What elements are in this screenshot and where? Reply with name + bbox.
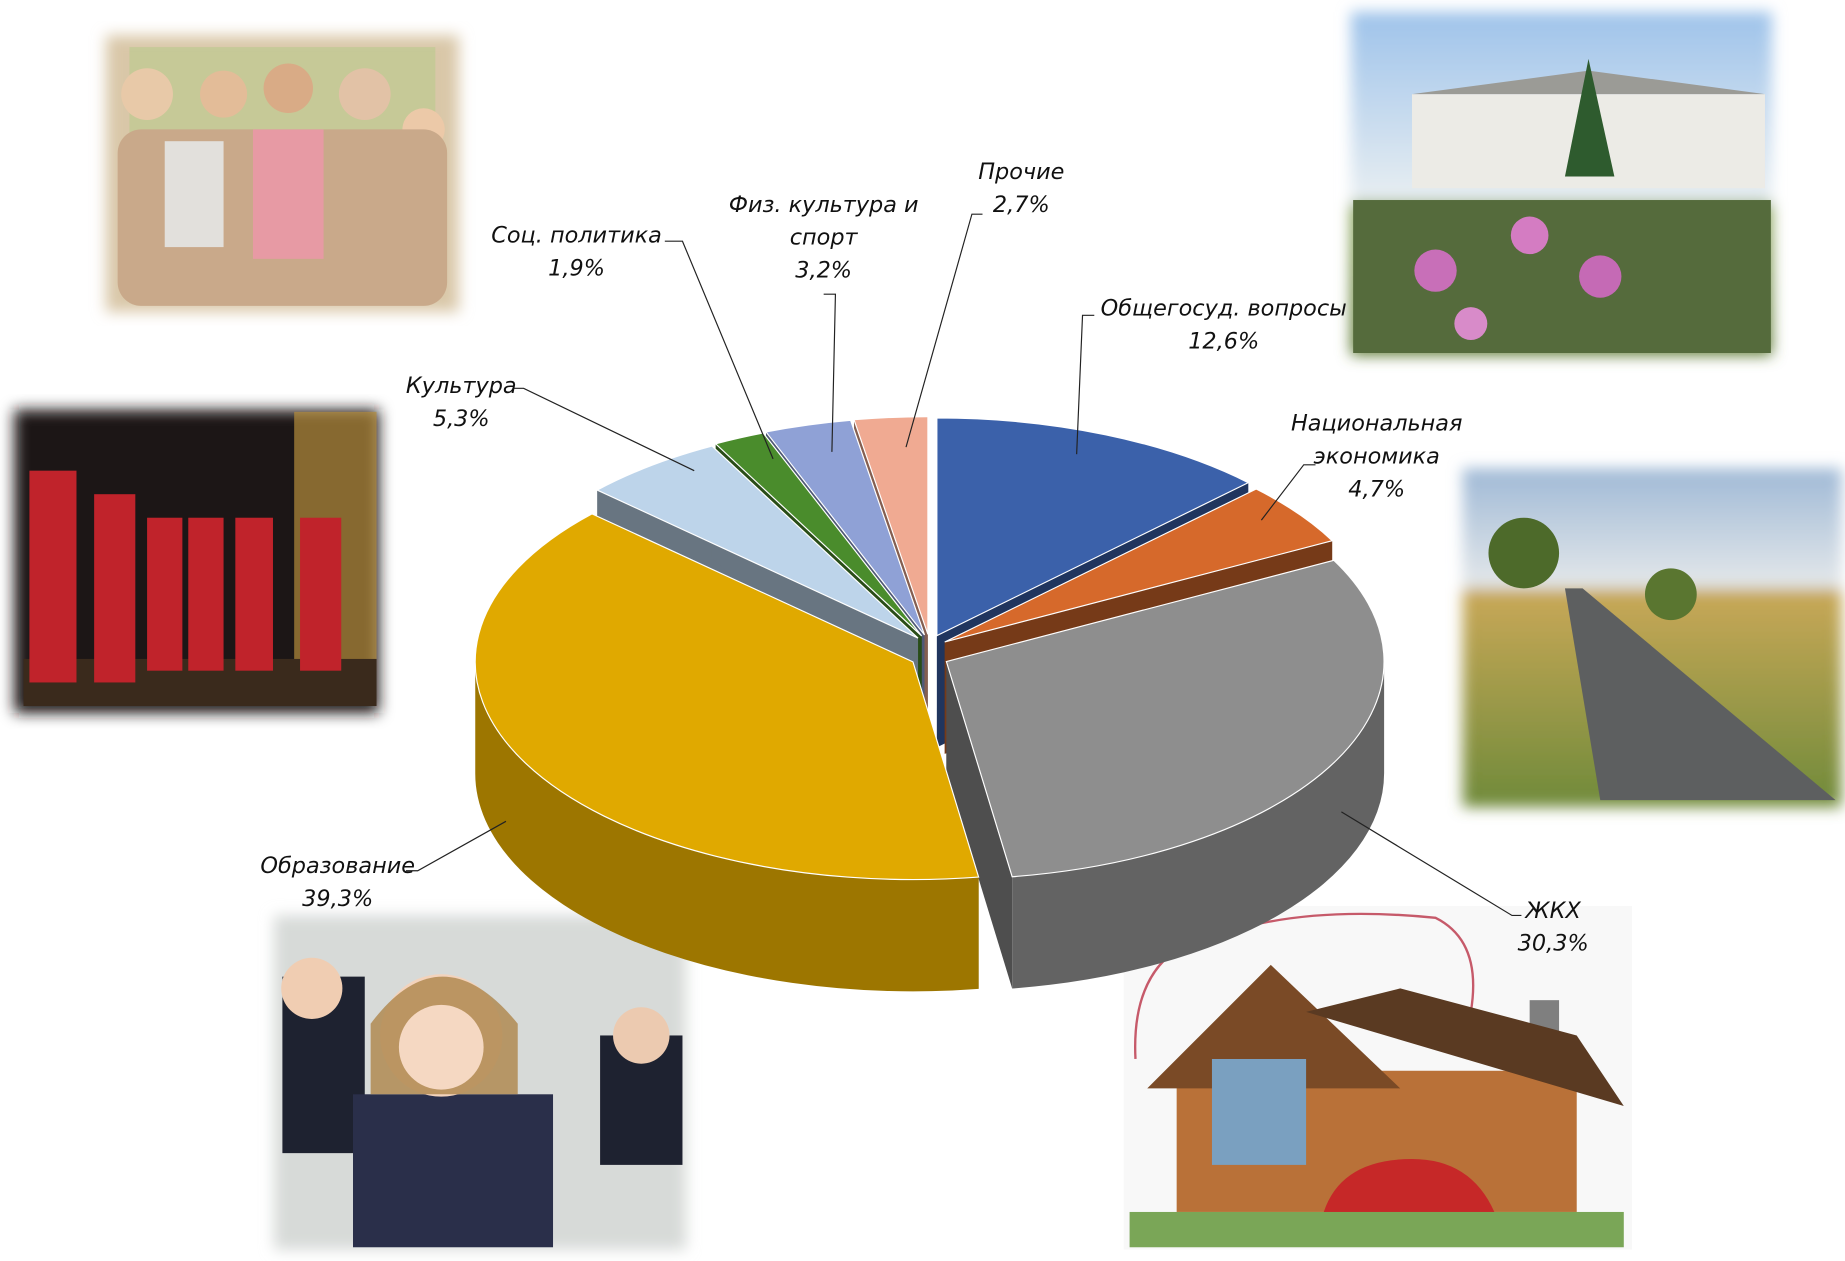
data-label: Физ. культура и спорт 3,2% (706, 188, 941, 287)
data-label: Культура 5,3% (367, 369, 555, 435)
data-label: Национальная экономика 4,7% (1259, 407, 1494, 506)
leader-line (664, 240, 774, 460)
data-label: Общегосуд. вопросы 12,6% (1071, 292, 1377, 358)
photo-house (1123, 906, 1633, 1250)
slice (944, 488, 1334, 643)
photo-dancers (14, 409, 379, 714)
category-label: Образование (260, 853, 416, 879)
leader-line (514, 387, 695, 472)
value-label: 30,3% (1517, 930, 1589, 957)
category-label: Культура (405, 373, 517, 399)
photo-road (1462, 468, 1842, 808)
slice (764, 419, 926, 636)
leader-line (823, 293, 837, 452)
data-label: ЖКХ 30,3% (1483, 894, 1624, 960)
category-label: Прочие (978, 158, 1065, 185)
value-label: 3,2% (795, 257, 853, 284)
slice (853, 416, 929, 635)
category-label: Физ. культура и спорт (728, 191, 919, 251)
photo-school (274, 915, 686, 1250)
photo-building (1350, 11, 1773, 356)
slice (595, 445, 919, 639)
slice (945, 559, 1385, 878)
leader-line (405, 820, 507, 872)
category-label: Общегосуд. вопросы (1100, 295, 1347, 322)
leader-line (905, 213, 983, 448)
category-label: Соц. политика (491, 222, 662, 249)
leader-line (1076, 314, 1095, 455)
leader-lines (405, 213, 1522, 917)
value-label: 5,3% (432, 405, 490, 432)
leader-line (1260, 464, 1316, 521)
value-label: 1,9% (548, 255, 605, 282)
data-label: Соц. политика 1,9% (459, 219, 694, 285)
slice (474, 513, 980, 881)
slice-side (1012, 661, 1385, 989)
slice (714, 432, 923, 637)
slice-side (475, 661, 979, 992)
pie (474, 416, 1385, 992)
data-label: Образование 39,3% (220, 850, 455, 916)
value-label: 4,7% (1348, 476, 1406, 503)
category-label: Национальная экономика (1290, 410, 1463, 470)
photos (14, 11, 1842, 1250)
photo-family (105, 35, 459, 312)
data-label: Прочие 2,7% (939, 155, 1104, 221)
leader-line (1341, 811, 1522, 917)
slice-side (946, 661, 1013, 989)
value-label: 2,7% (992, 191, 1050, 218)
category-label: ЖКХ (1525, 897, 1581, 924)
value-label: 12,6% (1188, 328, 1260, 355)
value-label: 39,3% (302, 886, 374, 912)
slice (936, 417, 1250, 637)
